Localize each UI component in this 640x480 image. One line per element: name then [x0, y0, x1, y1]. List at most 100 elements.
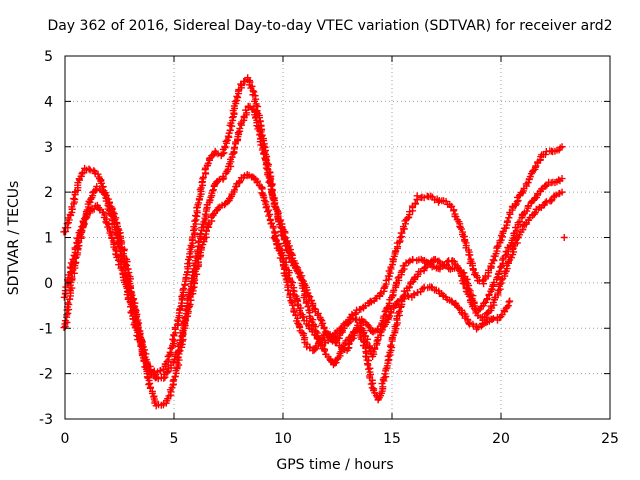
data-point — [133, 332, 141, 340]
data-point — [112, 250, 120, 258]
data-point — [231, 97, 239, 105]
data-point — [65, 300, 73, 308]
data-point — [234, 129, 242, 137]
data-point — [302, 299, 310, 307]
data-point — [310, 304, 318, 312]
data-point — [367, 380, 375, 388]
data-point — [496, 280, 504, 288]
data-point — [351, 328, 359, 336]
data-point — [201, 210, 209, 218]
y-tick-label: 4 — [44, 94, 53, 110]
x-tick-label: 0 — [61, 431, 70, 447]
y-tick-label: 2 — [44, 185, 53, 201]
data-point — [373, 337, 381, 345]
data-point — [238, 81, 246, 89]
data-point — [317, 315, 325, 323]
data-point — [299, 313, 307, 321]
data-point — [185, 259, 193, 267]
x-axis: 0 5 10 15 20 25 — [61, 56, 619, 447]
data-point — [524, 179, 532, 187]
data-point — [505, 214, 513, 222]
data-point — [128, 291, 136, 299]
data-point — [118, 266, 126, 274]
data-point — [317, 337, 325, 345]
data-point — [178, 292, 186, 300]
data-point — [102, 191, 110, 199]
data-point — [422, 258, 430, 266]
data-point — [204, 222, 212, 230]
data-point — [513, 239, 521, 247]
data-point — [414, 289, 422, 297]
data-point — [382, 365, 390, 373]
data-point — [179, 286, 187, 294]
data-point — [224, 132, 232, 140]
x-tick-label: 5 — [170, 431, 179, 447]
data-point — [166, 348, 174, 356]
data-point — [439, 262, 447, 270]
data-point — [101, 190, 109, 198]
data-point — [105, 199, 113, 207]
data-point — [209, 186, 217, 194]
data-point — [321, 347, 329, 355]
data-point — [231, 186, 239, 194]
data-point — [180, 285, 188, 293]
data-point — [231, 143, 239, 151]
data-point — [485, 290, 493, 298]
data-point — [87, 195, 95, 203]
data-point — [299, 284, 307, 292]
data-point — [209, 187, 217, 195]
x-tick-label: 10 — [274, 431, 292, 447]
data-point — [123, 291, 131, 299]
data-point — [70, 195, 78, 203]
data-point — [76, 227, 84, 235]
data-point — [78, 170, 86, 178]
data-point — [236, 124, 244, 132]
data-point — [282, 238, 290, 246]
data-point — [260, 196, 268, 204]
data-point — [395, 307, 403, 315]
data-point — [410, 290, 418, 298]
data-point — [497, 262, 505, 270]
data-point — [560, 234, 568, 241]
data-point — [542, 198, 550, 206]
data-point — [92, 187, 100, 195]
data-point — [309, 301, 317, 309]
data-point — [191, 217, 199, 225]
y-tick-label: 0 — [44, 276, 53, 292]
data-point — [482, 319, 490, 327]
data-point — [489, 315, 497, 323]
data-point — [420, 194, 428, 202]
data-point — [123, 262, 131, 270]
data-point — [465, 292, 473, 300]
data-point — [195, 199, 203, 207]
data-point — [267, 182, 275, 190]
data-point — [405, 283, 413, 291]
data-point — [199, 173, 207, 181]
data-point — [417, 255, 425, 263]
data-points — [60, 74, 568, 410]
data-point — [234, 94, 242, 102]
data-point — [60, 293, 68, 301]
data-point — [269, 224, 277, 232]
data-point — [127, 309, 135, 317]
x-tick-label: 25 — [601, 431, 619, 447]
data-point — [413, 192, 421, 200]
data-point — [558, 175, 566, 183]
data-point — [289, 301, 297, 309]
data-point — [252, 102, 260, 110]
data-point — [531, 209, 539, 217]
data-point — [394, 309, 402, 317]
data-point — [258, 146, 266, 154]
data-point — [256, 118, 264, 126]
data-point — [122, 261, 130, 269]
data-point — [474, 323, 482, 331]
data-point — [466, 251, 474, 259]
data-point — [169, 335, 177, 343]
data-point — [448, 297, 456, 305]
y-axis: -3 -2 -1 0 1 2 3 4 5 — [39, 49, 610, 428]
data-point — [271, 200, 279, 208]
data-point — [392, 299, 400, 307]
data-point — [283, 278, 291, 286]
data-point — [404, 291, 412, 299]
data-point — [511, 201, 519, 209]
